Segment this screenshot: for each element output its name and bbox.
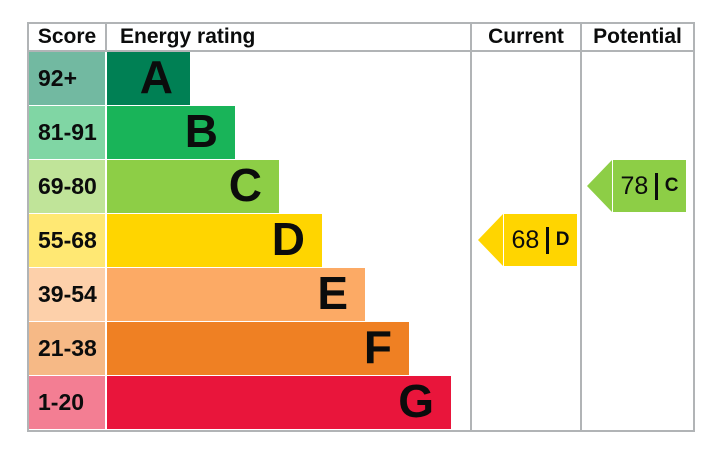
value-letter-divider [546, 226, 549, 254]
current-column-cell [470, 52, 580, 106]
score-range-label: 39-54 [29, 268, 105, 321]
rating-bar-track: C [105, 160, 470, 214]
rating-bar-track: F [105, 322, 470, 376]
current-column-header: Current [470, 24, 580, 50]
potential-column-cell [580, 214, 693, 268]
score-range-label: 1-20 [29, 376, 105, 429]
potential-rating-letter: C [664, 175, 679, 196]
left-arrow-tip-icon [478, 214, 503, 266]
rating-letter: G [398, 375, 434, 428]
current-rating-arrow: 68 D [478, 214, 577, 266]
energy-rating-column-header: Energy rating [105, 24, 470, 50]
rating-bar-track: A [105, 52, 470, 106]
value-letter-divider [655, 172, 658, 200]
potential-column-cell [580, 160, 693, 214]
potential-rating-arrow: 78 C [587, 160, 686, 212]
band-row-e: 39-54 E [29, 268, 693, 322]
potential-arrow-body: 78 C [612, 160, 686, 212]
band-row-a: 92+ A [29, 52, 693, 106]
rating-bar-track: B [105, 106, 470, 160]
rating-letter: C [228, 159, 262, 212]
current-arrow-body: 68 D [503, 214, 577, 266]
potential-column-header: Potential [580, 24, 693, 50]
rating-table: Score Energy rating Current Potential 92… [27, 22, 695, 432]
current-column-cell [470, 106, 580, 160]
rating-bar-track: E [105, 268, 470, 322]
rating-letter: E [317, 267, 348, 320]
current-column-cell [470, 214, 580, 268]
table-header-row: Score Energy rating Current Potential [29, 24, 693, 52]
rating-bar-track: G [105, 376, 470, 430]
potential-column-cell [580, 322, 693, 376]
rating-bar-track: D [105, 214, 470, 268]
score-range-label: 69-80 [29, 160, 105, 213]
band-row-d: 55-68 D [29, 214, 693, 268]
rating-bar-a: A [107, 52, 190, 105]
potential-score-value: 78 [620, 171, 649, 200]
potential-column-cell [580, 52, 693, 106]
rating-bar-b: B [107, 106, 235, 159]
potential-column-cell [580, 106, 693, 160]
rating-bar-e: E [107, 268, 365, 321]
current-column-cell [470, 376, 580, 430]
band-row-c: 69-80 C [29, 160, 693, 214]
score-range-label: 92+ [29, 52, 105, 105]
left-arrow-tip-icon [587, 160, 612, 212]
score-range-label: 21-38 [29, 322, 105, 375]
score-range-label: 81-91 [29, 106, 105, 159]
current-column-cell [470, 160, 580, 214]
rating-bar-d: D [107, 214, 322, 267]
potential-column-cell [580, 376, 693, 430]
rating-letter: F [363, 321, 392, 374]
rating-letter: D [271, 213, 305, 266]
rating-letter: A [139, 51, 173, 104]
band-row-b: 81-91 B [29, 106, 693, 160]
band-row-f: 21-38 F [29, 322, 693, 376]
current-column-cell [470, 322, 580, 376]
score-column-header: Score [37, 25, 97, 48]
rating-bar-f: F [107, 322, 409, 375]
rating-bar-c: C [107, 160, 279, 213]
current-rating-letter: D [555, 229, 570, 250]
current-column-cell [470, 268, 580, 322]
rating-letter: B [184, 105, 218, 158]
rating-bar-g: G [107, 376, 451, 429]
potential-column-cell [580, 268, 693, 322]
score-range-label: 55-68 [29, 214, 105, 267]
band-row-g: 1-20 G [29, 376, 693, 430]
current-score-value: 68 [511, 225, 540, 254]
